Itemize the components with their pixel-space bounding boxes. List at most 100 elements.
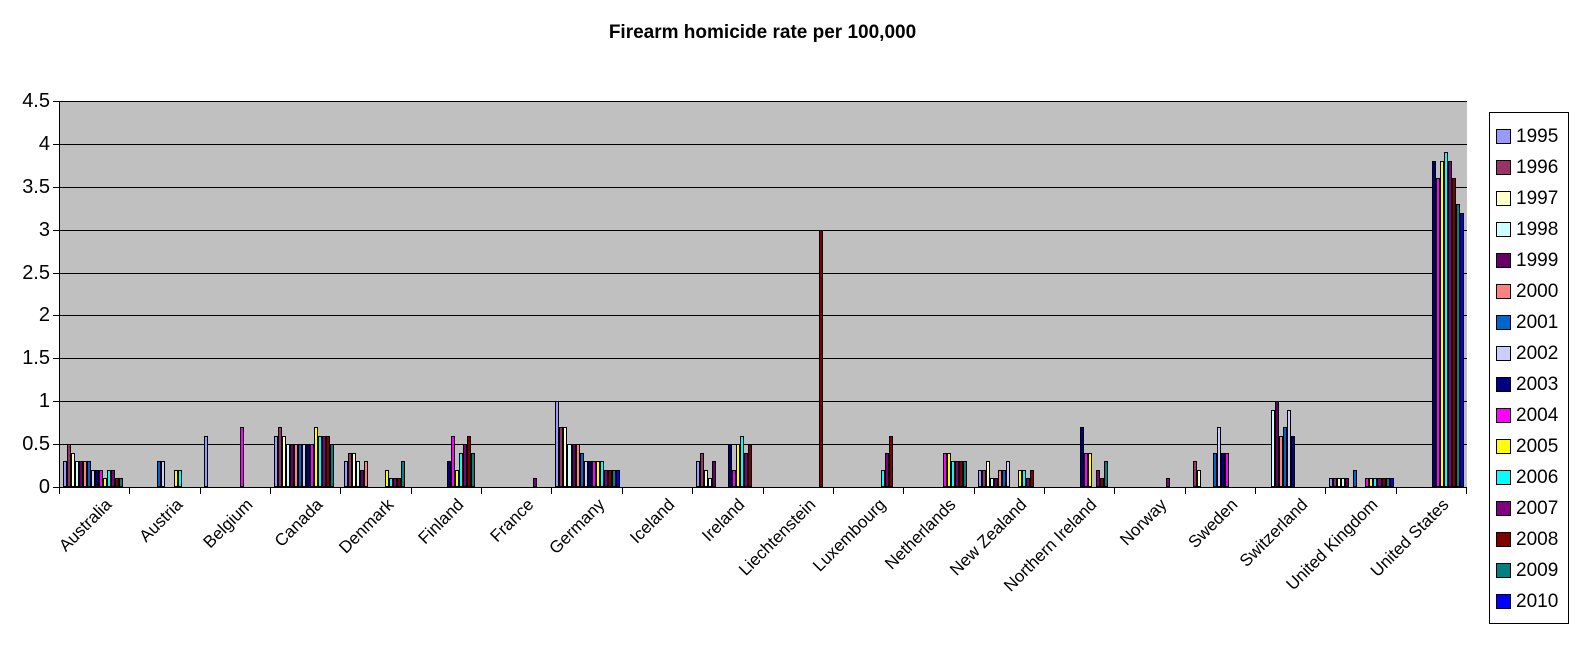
gridline-3.0 — [60, 230, 1467, 231]
bar-slot — [157, 101, 162, 487]
bar-united-kingdom-2001 — [1353, 470, 1358, 487]
x-axis-tick — [903, 488, 904, 494]
bar-group-new-zealand — [975, 101, 1045, 487]
bar-united-states-2003 — [1431, 161, 1436, 487]
legend-label-1998: 1998 — [1516, 219, 1559, 240]
bar-slot — [392, 101, 397, 487]
bar-new-zealand-2006 — [1021, 470, 1026, 487]
bar-slot — [95, 101, 100, 487]
bar-group-australia — [60, 101, 130, 487]
bar-sweden-2004 — [1224, 453, 1229, 487]
bar-austria-2006 — [177, 470, 182, 487]
bar-slot — [587, 101, 592, 487]
x-axis-label-finland: Finland — [414, 495, 468, 548]
bar-new-zealand-1997 — [985, 461, 990, 487]
x-axis-tick — [1044, 488, 1045, 494]
legend: 1995 1996 1997 1998 1999 2000 2001 2002 2003 2004… — [1489, 112, 1569, 624]
bar-united-states-2009 — [1455, 204, 1460, 487]
bar-slot — [446, 101, 451, 487]
bar-slot — [115, 101, 120, 487]
bar-slot — [344, 101, 349, 487]
bar-slot — [1333, 101, 1338, 487]
bar-denmark-2006 — [388, 478, 393, 487]
bar-northern-ireland-2005 — [1088, 453, 1093, 487]
bar-group-austria — [130, 101, 200, 487]
legend-item-2007: 2007 — [1496, 493, 1568, 524]
bar-slot — [119, 101, 124, 487]
bar-slot — [400, 101, 405, 487]
bar-austria-2005 — [173, 470, 178, 487]
bar-slot — [571, 101, 576, 487]
bar-slot — [567, 101, 572, 487]
legend-item-2002: 2002 — [1496, 338, 1568, 369]
bar-slot — [744, 101, 749, 487]
y-axis-label-4.5: 4.5 — [22, 90, 50, 112]
legend-item-2008: 2008 — [1496, 524, 1568, 555]
bar-canada-1998 — [286, 444, 291, 487]
bar-slot — [1029, 101, 1034, 487]
bar-sweden-2003 — [1220, 453, 1225, 487]
bar-slot — [306, 101, 311, 487]
legend-label-2002: 2002 — [1516, 343, 1559, 364]
x-axis-tick — [481, 488, 482, 494]
x-axis-tick — [200, 488, 201, 494]
legend-item-2001: 2001 — [1496, 307, 1568, 338]
bar-slot — [959, 101, 964, 487]
bar-germany-2009 — [611, 470, 616, 487]
gridline-1.5 — [60, 358, 1467, 359]
legend-swatch-2010 — [1496, 594, 1511, 609]
bar-group-ireland — [693, 101, 763, 487]
bar-slot — [1270, 101, 1275, 487]
bar-slot — [897, 101, 901, 487]
bar-group-united-states — [1397, 101, 1467, 487]
legend-item-2004: 2004 — [1496, 400, 1568, 431]
bar-slot — [1025, 101, 1030, 487]
x-axis-label-switzerland: Switzerland — [1235, 495, 1312, 571]
x-axis-label-france: France — [486, 495, 538, 546]
bar-slot — [1279, 101, 1284, 487]
bar-slot — [1038, 101, 1042, 487]
bar-slot — [1104, 101, 1109, 487]
legend-item-2006: 2006 — [1496, 462, 1568, 493]
legend-swatch-2000 — [1496, 284, 1511, 299]
bar-slot — [388, 101, 393, 487]
bar-slot — [1377, 101, 1382, 487]
bar-slot — [748, 101, 753, 487]
x-axis-label-denmark: Denmark — [335, 495, 398, 558]
bar-northern-ireland-2007 — [1096, 470, 1101, 487]
bar-slot — [1005, 101, 1010, 487]
bar-united-kingdom-2008 — [1381, 478, 1386, 487]
legend-item-2009: 2009 — [1496, 555, 1568, 586]
bar-slot — [712, 101, 717, 487]
legend-swatch-1999 — [1496, 253, 1511, 268]
bar-slot — [889, 101, 894, 487]
x-axis-tick — [1255, 488, 1256, 494]
bar-group-canada — [271, 101, 341, 487]
bar-australia-1999 — [79, 461, 84, 487]
bar-group-iceland — [623, 101, 693, 487]
bar-slot — [955, 101, 960, 487]
bar-liechtenstein-2008 — [818, 230, 823, 487]
bar-denmark-2005 — [384, 470, 389, 487]
bar-germany-2000 — [575, 444, 580, 487]
bar-new-zealand-2007 — [1025, 478, 1030, 487]
legend-label-1997: 1997 — [1516, 188, 1559, 209]
bar-northern-ireland-2003 — [1080, 427, 1085, 487]
chart-title: Firearm homicide rate per 100,000 — [608, 22, 917, 43]
bar-denmark-1999 — [360, 470, 365, 487]
bar-slot — [91, 101, 96, 487]
bar-new-zealand-1998 — [989, 478, 994, 487]
x-axis-tick — [270, 488, 271, 494]
bar-canada-1997 — [282, 436, 287, 487]
bar-denmark-2008 — [396, 478, 401, 487]
bar-slot — [603, 101, 608, 487]
bar-australia-2008 — [115, 478, 120, 487]
bar-slot — [314, 101, 319, 487]
bar-group-germany — [552, 101, 622, 487]
bar-canada-2006 — [318, 436, 323, 487]
bar-france-2007 — [533, 478, 538, 487]
bar-slot — [1224, 101, 1229, 487]
legend-item-2000: 2000 — [1496, 276, 1568, 307]
bar-slot — [1443, 101, 1448, 487]
bar-slot — [708, 101, 713, 487]
